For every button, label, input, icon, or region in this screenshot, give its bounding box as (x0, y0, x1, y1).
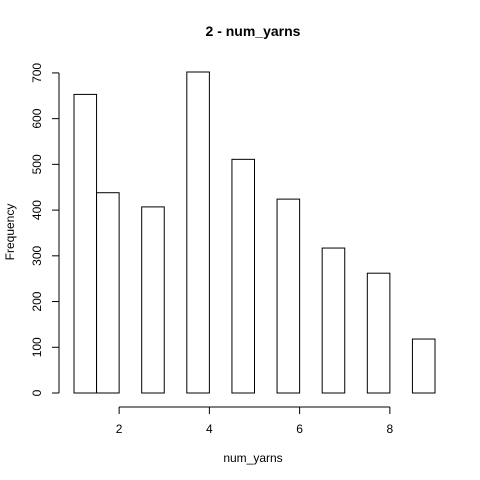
y-axis: 0 100 200 300 400 500 600 700 (30, 63, 60, 396)
x-tick-label-0: 2 (116, 422, 123, 436)
x-tick-label-3: 8 (387, 422, 394, 436)
x-tick-label-2: 6 (296, 422, 303, 436)
histogram-bar-0 (73, 93, 98, 394)
histogram-bar-13 (366, 272, 391, 394)
y-tick-label-4: 400 (30, 200, 44, 220)
histogram-bar-9 (276, 198, 301, 394)
histogram-bar-11 (321, 247, 346, 394)
y-tick-label-7: 700 (30, 63, 44, 83)
y-axis-label: Frequency (3, 204, 17, 261)
x-axis-label: num_yarns (223, 451, 282, 465)
y-tick-label-5: 500 (30, 154, 44, 174)
chart-title: 2 - num_yarns (206, 23, 301, 39)
bars-layer (73, 71, 436, 394)
y-tick-label-2: 200 (30, 291, 44, 311)
histogram-bar-1 (96, 192, 120, 394)
histogram-bar-15 (411, 338, 436, 394)
histogram-bar-7 (231, 158, 255, 394)
y-tick-label-1: 100 (30, 337, 44, 357)
y-tick-label-0: 0 (30, 389, 44, 396)
y-tick-label-3: 300 (30, 245, 44, 265)
histogram-bar-5 (186, 71, 210, 394)
y-tick-label-6: 600 (30, 108, 44, 128)
x-axis: 2 4 6 8 (116, 406, 394, 436)
x-tick-label-1: 4 (206, 422, 213, 436)
histogram-bar-3 (141, 206, 165, 394)
